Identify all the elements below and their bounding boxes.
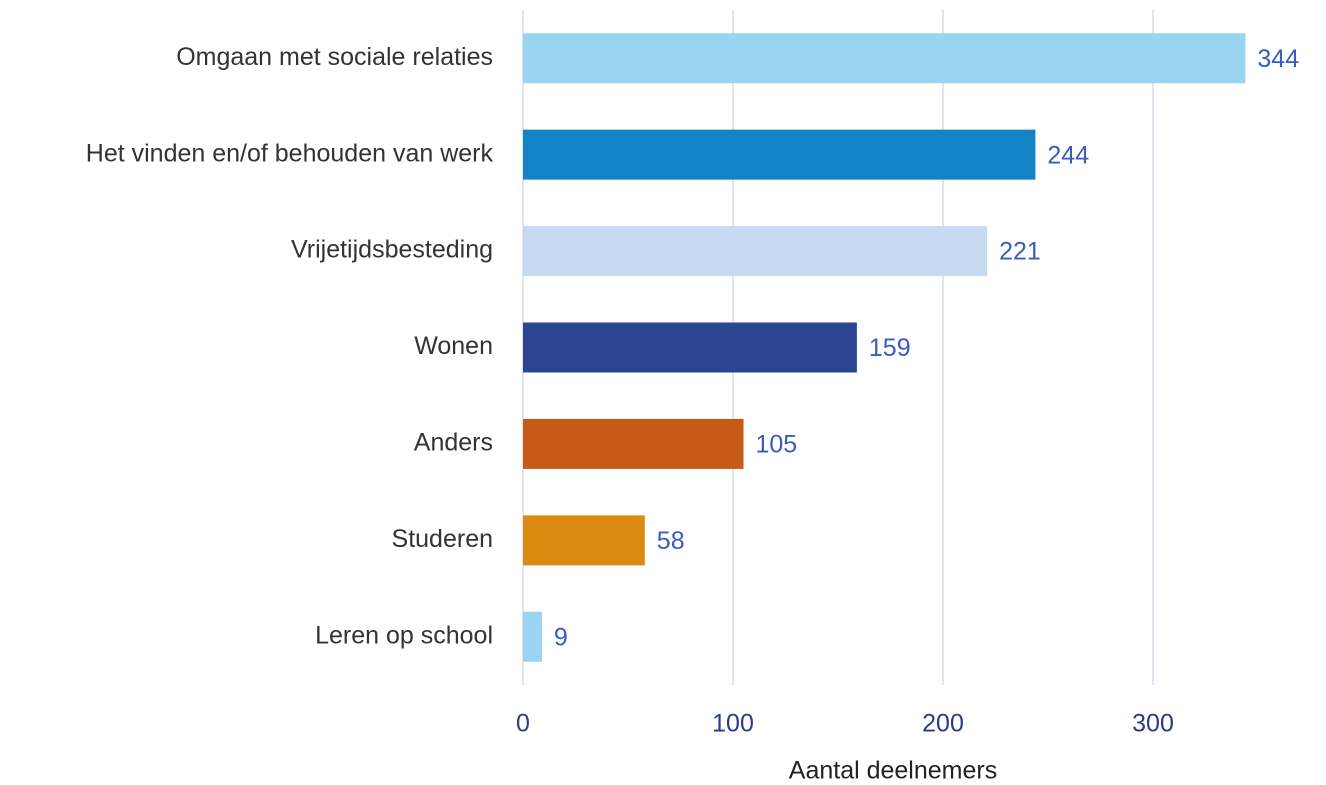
value-label: 244 (1047, 141, 1089, 169)
y-tick-label: Vrijetijdsbesteding (291, 236, 493, 264)
y-tick-label: Wonen (414, 332, 493, 360)
y-tick-label: Studeren (392, 525, 493, 553)
bar (523, 611, 542, 662)
value-label: 9 (554, 623, 568, 651)
bar (523, 418, 744, 469)
x-tick-label: 100 (712, 710, 754, 738)
y-tick-label: Leren op school (315, 621, 493, 649)
x-tick-label: 300 (1132, 710, 1174, 738)
x-tick-label: 0 (516, 710, 530, 738)
bar (523, 226, 988, 277)
value-label: 159 (869, 334, 911, 362)
value-label: 58 (657, 527, 685, 555)
value-label: 221 (999, 238, 1041, 266)
y-tick-label: Anders (414, 429, 493, 457)
value-label: 105 (756, 431, 798, 459)
bar (523, 33, 1246, 84)
x-axis-title: Aantal deelnemers (789, 757, 997, 785)
bar (523, 515, 645, 566)
bar (523, 129, 1036, 180)
y-tick-label: Omgaan met sociale relaties (176, 43, 493, 71)
x-tick-label: 200 (922, 710, 964, 738)
bar (523, 322, 857, 373)
value-label: 344 (1257, 45, 1299, 73)
y-tick-label: Het vinden en/of behouden van werk (86, 139, 494, 167)
